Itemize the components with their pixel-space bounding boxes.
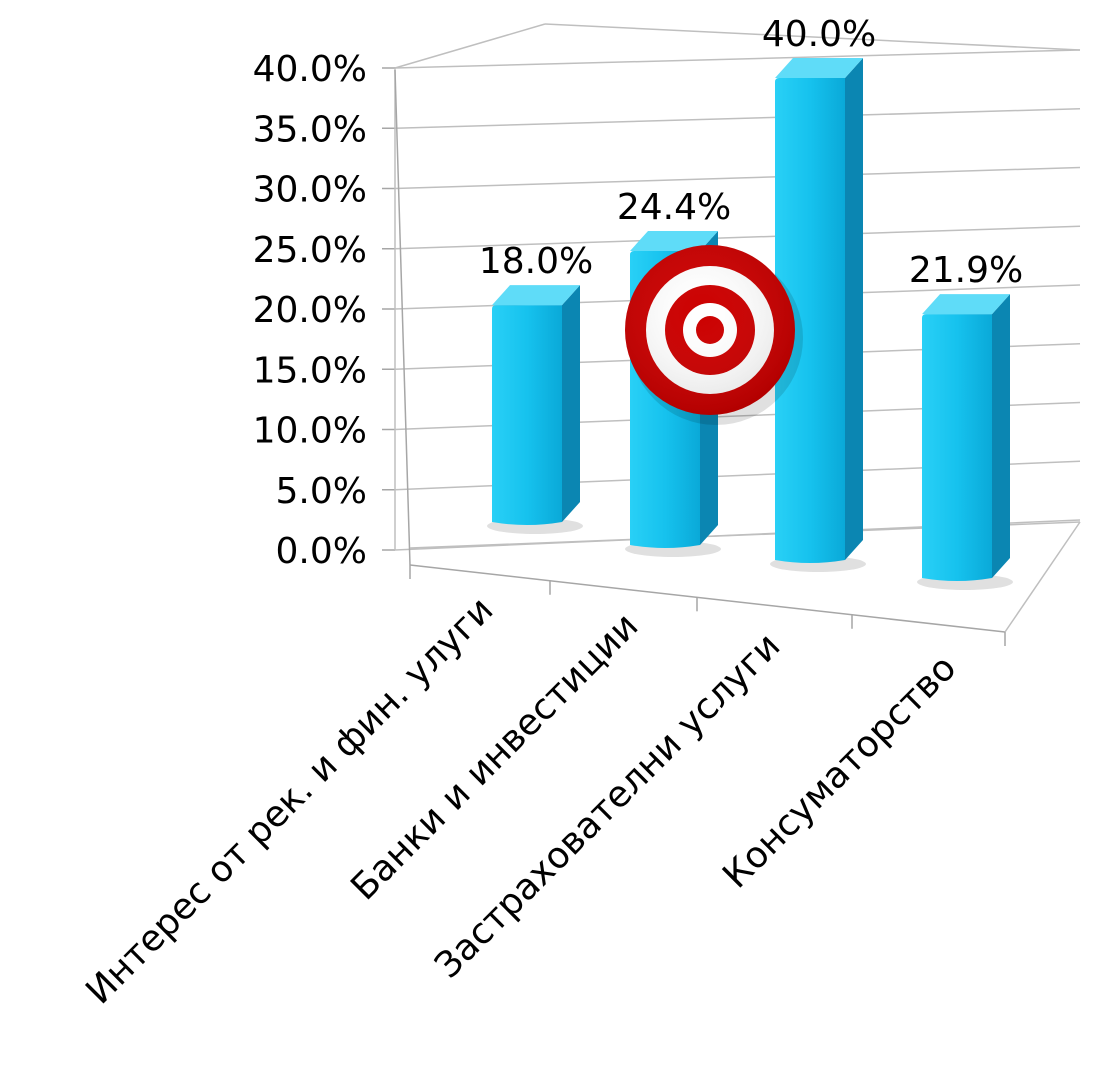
- gridline: [394, 49, 1081, 69]
- bar-top: [630, 230, 718, 251]
- y-tick-label: 10.0%: [253, 411, 367, 452]
- wall-top-edge: [544, 23, 1081, 51]
- category-label: Застрахователни услуги: [427, 625, 788, 986]
- data-label: 24.4%: [617, 187, 731, 228]
- data-label: 40.0%: [762, 14, 876, 55]
- category-label: Банки и инвестиции: [343, 605, 646, 908]
- bar-side: [845, 58, 863, 560]
- floor-edge: [1004, 521, 1081, 633]
- chart-side-wall: [394, 69, 411, 566]
- bar-top: [492, 285, 580, 306]
- y-tick-label: 35.0%: [253, 109, 367, 150]
- x-axis-line: [409, 564, 1006, 633]
- gridline: [394, 225, 1081, 250]
- y-tick-label: 25.0%: [253, 230, 367, 271]
- y-axis-ticks: 0.0% 5.0% 10.0% 15.0% 20.0% 25.0% 30.0% 35.0% 40…: [253, 49, 367, 572]
- gridline: [394, 108, 1081, 129]
- bar-top: [922, 294, 1010, 315]
- x-axis-ticks: [409, 565, 1006, 646]
- y-tick-label: 5.0%: [276, 471, 367, 512]
- data-label: 18.0%: [479, 241, 593, 282]
- y-axis-line: [394, 69, 411, 566]
- bar-side: [992, 294, 1010, 578]
- gridline: [394, 166, 1081, 190]
- bar-front: [922, 314, 992, 581]
- bar: [487, 285, 583, 534]
- bar-front: [492, 305, 562, 525]
- bar: [770, 58, 866, 572]
- data-label: 21.9%: [909, 250, 1023, 291]
- y-tick-label: 40.0%: [253, 49, 367, 90]
- data-labels: 18.0% 24.4% 40.0% 21.9%: [479, 14, 1023, 291]
- y-tick-label: 20.0%: [253, 290, 367, 331]
- bar-side: [562, 285, 580, 522]
- y-tick-label: 30.0%: [253, 170, 367, 211]
- bar-top: [775, 58, 863, 78]
- wall-top-edge: [394, 23, 546, 69]
- target-icon: [625, 245, 803, 425]
- y-tick-label: 15.0%: [253, 350, 367, 391]
- bar-front: [775, 78, 845, 563]
- y-tick-label: 0.0%: [276, 531, 367, 572]
- bar: [917, 294, 1013, 590]
